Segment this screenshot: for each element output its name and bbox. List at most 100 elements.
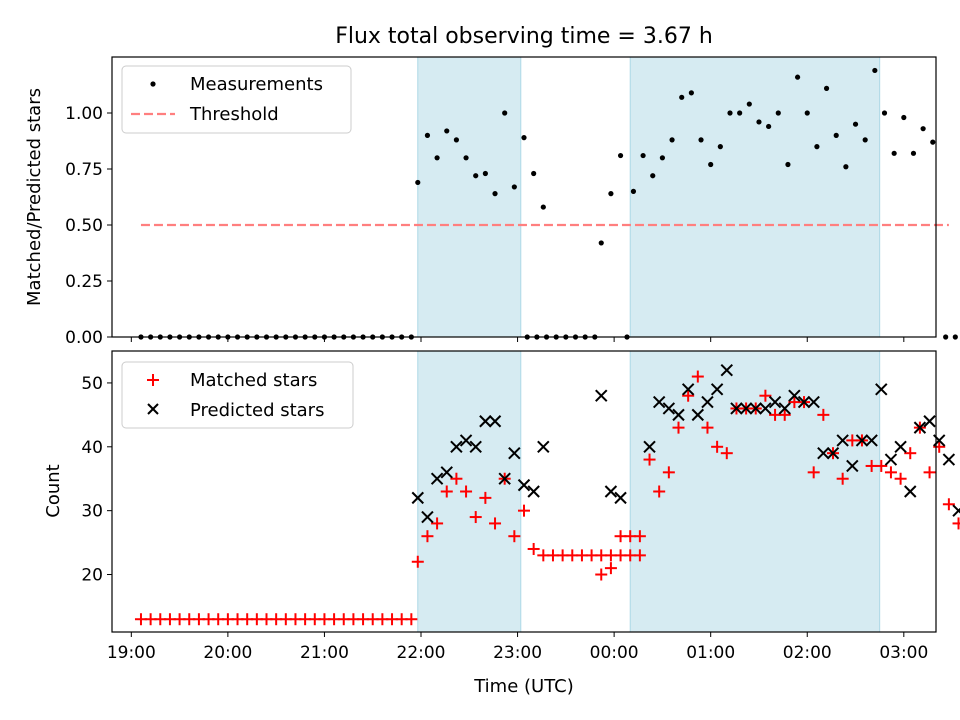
- measurements-point: [640, 152, 646, 159]
- measurements-point: [473, 173, 479, 179]
- predicted-stars-point: [508, 446, 521, 460]
- measurements-point: [415, 179, 421, 186]
- predicted-stars-point: [923, 415, 936, 428]
- predicted-stars-point: [498, 472, 511, 485]
- predicted-stars-point: [421, 510, 434, 524]
- bottom-y-tick-label: 20: [81, 566, 103, 586]
- measurements-point: [679, 94, 685, 100]
- top-y-tick-label: 0.00: [65, 328, 103, 348]
- measurements-point: [482, 170, 488, 177]
- legend-matched-marker: [147, 374, 159, 386]
- top-y-tick-label: 0.75: [65, 160, 103, 180]
- predicted-stars-point: [875, 383, 888, 396]
- measurements-point: [669, 137, 675, 143]
- x-tick-label: 23:00: [493, 643, 542, 663]
- predicted-stars-point: [826, 446, 840, 460]
- bottom-y-tick-label: 40: [81, 438, 103, 458]
- matched-stars-point: [691, 370, 704, 383]
- measurements-point: [531, 170, 537, 177]
- measurements-point: [659, 155, 666, 161]
- x-axis-label: Time (UTC): [473, 676, 574, 697]
- matched-stars-point: [817, 408, 830, 421]
- matched-stars-point: [508, 530, 521, 543]
- predicted-stars-point: [488, 415, 502, 428]
- predicted-stars-point: [614, 491, 627, 505]
- matched-stars-point: [875, 459, 888, 472]
- matched-stars-point: [884, 466, 897, 479]
- measurements-point: [891, 150, 897, 156]
- measurements-point: [852, 121, 859, 127]
- measurements-point: [943, 334, 949, 340]
- predicted-stars-point: [691, 408, 705, 422]
- matched-stars-point: [904, 447, 917, 460]
- matched-stars-point: [643, 453, 656, 466]
- predicted-stars-point: [797, 395, 811, 409]
- matched-stars-point: [952, 517, 960, 530]
- matched-stars-point: [894, 472, 907, 485]
- predicted-stars-point: [778, 402, 791, 415]
- matched-stars-point: [759, 389, 772, 402]
- measurements-point: [920, 126, 926, 132]
- measurements-point: [872, 67, 878, 74]
- predicted-stars-point: [527, 485, 540, 498]
- measurements-point: [930, 139, 936, 145]
- predicted-stars-point: [440, 466, 453, 479]
- predicted-stars-point: [836, 434, 849, 447]
- measurements-point: [617, 152, 624, 159]
- measurements-point: [952, 334, 958, 340]
- x-tick-label: 01:00: [686, 643, 735, 663]
- predicted-stars-point: [595, 389, 608, 402]
- measurements-point: [502, 110, 508, 116]
- predicted-stars-point: [643, 440, 656, 454]
- top-axes-frame: [111, 56, 937, 338]
- predicted-stars-point: [710, 383, 724, 396]
- measurements-point: [901, 114, 907, 121]
- predicted-stars-point: [604, 485, 618, 498]
- predicted-stars-point: [672, 408, 685, 422]
- matched-stars-point: [489, 517, 502, 530]
- matched-stars-point: [720, 447, 733, 460]
- measurements-point: [756, 119, 762, 125]
- measurements-point: [737, 110, 743, 116]
- matched-stars-point: [923, 466, 936, 479]
- top-panel: 0.00 0.25 0.50 0.75 1.00 Matched/Predicted s…: [24, 56, 958, 348]
- predicted-stars-point: [855, 434, 869, 447]
- matched-stars-point: [933, 440, 946, 453]
- measurements-point: [453, 137, 460, 143]
- predicted-stars-point: [459, 434, 473, 447]
- measurements-point: [540, 204, 546, 210]
- predicted-stars-point: [904, 485, 917, 498]
- matched-stars-point: [469, 511, 482, 524]
- top-y-tick-label: 1.00: [65, 104, 103, 124]
- measurements-point: [727, 110, 733, 116]
- matched-stars-point: [942, 498, 955, 511]
- predicted-stars-point: [537, 440, 550, 454]
- predicted-stars-point: [517, 478, 531, 492]
- predicted-stars-point: [884, 453, 898, 466]
- matched-stars-point: [653, 485, 666, 498]
- matched-stars-point: [633, 530, 646, 543]
- predicted-stars-point: [730, 402, 743, 415]
- measurements-point: [521, 135, 527, 141]
- x-tick-label: 19:00: [107, 643, 156, 663]
- measurements-point: [511, 184, 517, 190]
- measurements-point: [434, 155, 440, 161]
- bottom-panel: 20 30 40 50 19:00 20:00 21:00 22:00 23:00 00:00 0…: [43, 350, 960, 697]
- measurements-point: [823, 85, 830, 91]
- matched-stars-point: [807, 466, 820, 479]
- legend-measurements-label: Measurements: [190, 74, 323, 95]
- predicted-stars-point: [768, 395, 782, 409]
- bottom-y-tick-label: 30: [81, 502, 103, 522]
- chart-title: Flux total observing time = 3.67 h: [335, 24, 713, 49]
- legend-matched-label: Matched stars: [190, 370, 317, 391]
- matched-stars-point: [672, 421, 685, 434]
- predicted-stars-point: [807, 395, 820, 409]
- x-tick-label: 21:00: [300, 643, 349, 663]
- x-tick-label: 22:00: [397, 643, 446, 663]
- bottom-shaded-interval: [629, 350, 881, 633]
- matched-stars-point: [711, 440, 724, 453]
- measurements-point: [463, 155, 469, 161]
- predicted-stars-point: [411, 491, 424, 505]
- measurements-point: [910, 150, 917, 156]
- legend-predicted-label: Predicted stars: [190, 400, 324, 421]
